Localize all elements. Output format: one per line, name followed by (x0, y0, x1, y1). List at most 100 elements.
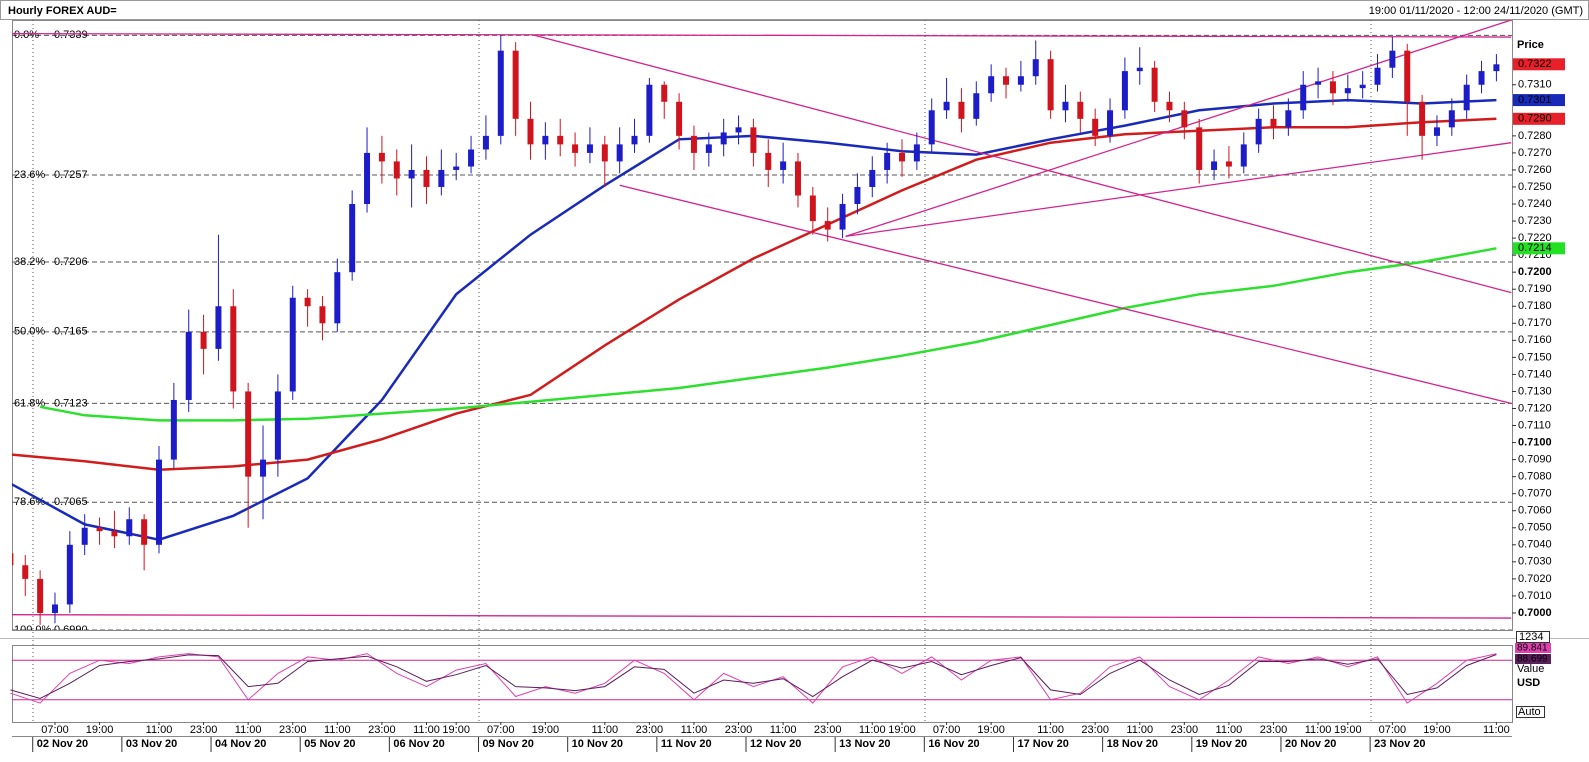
y-tick-label: 0.7200 (1518, 266, 1552, 278)
fib-level: 78.6% (14, 496, 45, 508)
trendline (845, 20, 1512, 238)
candle-body (1285, 110, 1292, 128)
candle-body (37, 578, 44, 613)
date-label: 10 Nov 20 (572, 738, 623, 750)
candle-body (126, 519, 133, 537)
x-tick-label: 19:00 (888, 724, 916, 736)
candle-body (735, 127, 742, 133)
scale-control-label[interactable]: 1234 (1519, 631, 1543, 643)
moving-average (39, 247, 1497, 422)
x-tick-label: 11:00 (681, 724, 708, 736)
y-tick-label: 0.7080 (1518, 471, 1552, 483)
y-tick-label: 0.7270 (1518, 147, 1552, 159)
x-tick-label: 19:00 (1423, 724, 1451, 736)
candle-body (1047, 59, 1054, 111)
candle-body (1240, 144, 1247, 167)
x-tick-label: 07:00 (933, 724, 961, 736)
x-tick-label: 11:00 (235, 724, 262, 736)
candle-body (869, 169, 876, 187)
y-tick-label: 0.7030 (1518, 556, 1552, 568)
candle-body (349, 204, 356, 273)
candle-body (1448, 110, 1455, 128)
candle-body (215, 306, 222, 349)
date-label: 17 Nov 20 (1017, 738, 1068, 750)
candle-body (616, 144, 623, 162)
price-tag (1513, 58, 1565, 71)
candle-body (572, 144, 579, 153)
y-tick-label: 0.7190 (1518, 283, 1552, 295)
x-tick-label: 11:00 (859, 724, 886, 736)
x-tick-label: 11:00 (770, 724, 797, 736)
trendline (619, 184, 1512, 405)
date-label: 05 Nov 20 (304, 738, 355, 750)
price-tag-label: 0.7290 (1518, 113, 1552, 125)
y-tick-label: 0.7180 (1518, 300, 1552, 312)
x-tick-label: 23:00 (190, 724, 218, 736)
candle-body (794, 161, 801, 196)
candle-body (1151, 67, 1158, 102)
x-tick-label: 23:00 (814, 724, 842, 736)
candle-body (245, 391, 252, 477)
x-tick-label: 23:00 (636, 724, 664, 736)
fib-value: 0.6990 (54, 624, 88, 636)
candle-body (96, 527, 103, 532)
price-tag-label: 0.7214 (1518, 242, 1552, 254)
plot-area: 0.0% 0.7339 23.6% 0.7257 38.2% 0.7206 50.0% 0.7… (12, 20, 1512, 636)
candle-body (185, 331, 192, 400)
x-tick-label: 23:00 (1171, 724, 1199, 736)
x-tick-label: 19:00 (1334, 724, 1362, 736)
candle-body (765, 152, 772, 170)
candle-body (1478, 71, 1485, 85)
y-tick-label: 0.7090 (1518, 454, 1552, 466)
fib-level: 61.8% (14, 397, 45, 409)
oscillator-line (10, 654, 1497, 700)
candle-body (1092, 118, 1099, 136)
candle-body (1404, 50, 1411, 102)
date-label: 13 Nov 20 (839, 738, 890, 750)
candle-body (1003, 76, 1010, 85)
candle-body (1389, 50, 1396, 68)
x-tick-label: 23:00 (1081, 724, 1109, 736)
candle-body (1136, 67, 1143, 72)
candle-body (81, 527, 88, 545)
x-tick-label: 11:00 (1126, 724, 1153, 736)
y-tick-label: 0.7110 (1518, 419, 1551, 431)
candle-body (1344, 88, 1351, 94)
x-tick-label: 11:00 (1037, 724, 1064, 736)
candle-body (1196, 127, 1203, 170)
fib-level: 23.6% (14, 169, 45, 181)
candle-body (973, 93, 980, 119)
y-tick-label: 0.7170 (1518, 317, 1552, 329)
candle-body (51, 604, 58, 613)
y-tick-label: 0.7120 (1518, 402, 1552, 414)
week-separators (32, 20, 1372, 722)
x-tick-label: 19:00 (977, 724, 1005, 736)
x-tick-label: 07:00 (41, 724, 69, 736)
date-label: 20 Nov 20 (1285, 738, 1336, 750)
candle-body (512, 50, 519, 119)
candle-body (319, 306, 326, 324)
fib-value: 0.7065 (54, 496, 88, 508)
scale-control[interactable] (1516, 631, 1550, 643)
chart-title: Hourly FOREX AUD= (8, 5, 117, 17)
plot-frame (12, 20, 1513, 631)
oscillator-tag-label: 89.841 (1517, 643, 1548, 654)
candle-body (364, 152, 371, 205)
auto-control[interactable] (1516, 706, 1545, 718)
oscillator-tag (1515, 643, 1551, 653)
candle-body (156, 459, 162, 545)
y-tick-label: 0.7060 (1518, 505, 1552, 517)
fib-level: 38.2% (14, 256, 45, 268)
candle-body (1433, 127, 1440, 136)
fib-level: 100.0% (14, 624, 52, 636)
candle-body (1121, 71, 1128, 111)
x-tick-label: 07:00 (487, 724, 515, 736)
candle-body (482, 135, 489, 150)
header-bar (0, 0, 1589, 20)
price-tag-label: 0.7301 (1518, 94, 1552, 106)
auto-control-label[interactable]: Auto (1518, 706, 1541, 718)
fib-level: 50.0% (14, 326, 45, 338)
candle-body (66, 544, 73, 605)
candle-body (1359, 84, 1366, 89)
